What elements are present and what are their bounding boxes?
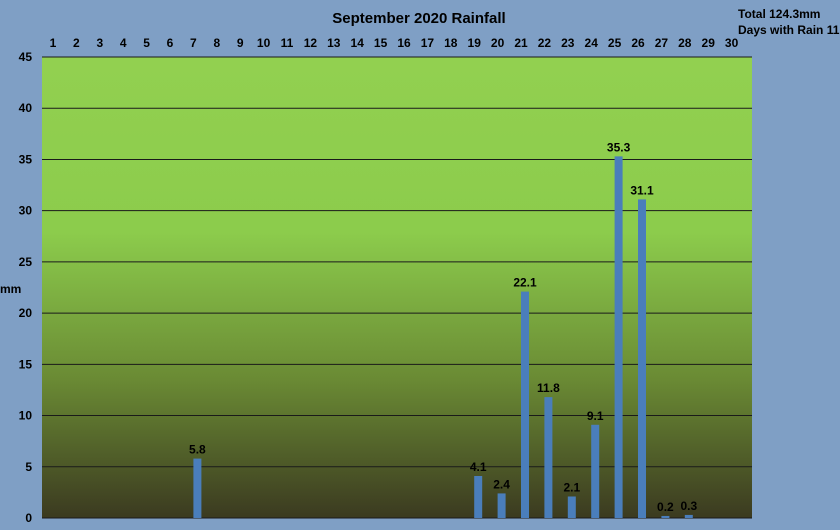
x-tick-label: 9 [237, 36, 244, 50]
x-tick-label: 7 [190, 36, 197, 50]
y-tick-label: 30 [19, 204, 33, 218]
y-axis-ticks: 0 5 10 15 20 25 30 35 40 45 [19, 50, 33, 525]
grid-lines [42, 56, 752, 519]
data-label: 0.3 [680, 499, 697, 513]
bar [544, 397, 553, 518]
data-label: 4.1 [470, 460, 487, 474]
x-tick-label: 30 [725, 36, 739, 50]
x-tick-label: 17 [421, 36, 435, 50]
bar [193, 458, 202, 518]
x-tick-label: 11 [281, 36, 294, 50]
x-tick-label: 26 [631, 36, 645, 50]
y-tick-label: 0 [25, 511, 32, 525]
x-tick-label: 10 [257, 36, 271, 50]
data-label: 0.2 [657, 500, 674, 514]
x-tick-label: 12 [304, 36, 318, 50]
bar [591, 424, 600, 518]
y-tick-label: 25 [19, 255, 33, 269]
bar [474, 475, 483, 518]
x-tick-label: 16 [397, 36, 411, 50]
x-tick-label: 18 [444, 36, 458, 50]
x-tick-label: 23 [561, 36, 575, 50]
total-rainfall-label: Total 124.3mm [738, 7, 820, 21]
x-tick-label: 1 [50, 36, 57, 50]
days-with-rain-label: Days with Rain 11 [738, 23, 840, 37]
data-label: 22.1 [513, 276, 537, 290]
x-tick-label: 15 [374, 36, 388, 50]
data-label: 35.3 [607, 140, 631, 154]
y-tick-label: 15 [19, 357, 33, 371]
bars [193, 156, 693, 519]
y-tick-label: 20 [19, 306, 33, 320]
x-tick-label: 22 [538, 36, 552, 50]
x-tick-label: 2 [73, 36, 80, 50]
x-tick-label: 3 [96, 36, 103, 50]
bar [661, 515, 670, 518]
x-tick-label: 27 [655, 36, 669, 50]
bar [567, 496, 576, 518]
x-tick-label: 19 [468, 36, 482, 50]
chart-title: September 2020 Rainfall [332, 10, 505, 27]
x-tick-label: 4 [120, 36, 127, 50]
data-labels: 5.8 4.1 2.4 22.1 11.8 2.1 9.1 35.3 31.1 0.2 0.3 [189, 140, 697, 514]
x-axis-ticks: 1 2 3 4 5 6 7 8 9 10 11 12 13 14 15 16 17 18 19 20 21 22 23 24 2… [50, 36, 739, 50]
x-tick-label: 14 [351, 36, 365, 50]
data-label: 11.8 [537, 381, 560, 395]
y-axis-label: mm [0, 282, 21, 296]
y-tick-label: 40 [19, 101, 33, 115]
data-label: 5.8 [189, 443, 206, 457]
y-tick-label: 5 [25, 460, 32, 474]
x-tick-label: 21 [514, 36, 528, 50]
bar [521, 291, 529, 518]
y-tick-label: 45 [19, 50, 33, 64]
plot-area [42, 57, 752, 518]
x-tick-label: 13 [327, 36, 341, 50]
bar [614, 156, 623, 519]
x-tick-label: 5 [143, 36, 150, 50]
x-tick-label: 28 [678, 36, 692, 50]
data-label: 2.1 [563, 480, 580, 494]
bar [684, 514, 693, 518]
x-tick-label: 25 [608, 36, 622, 50]
y-tick-label: 35 [19, 152, 33, 166]
x-tick-label: 29 [702, 36, 716, 50]
data-label: 2.4 [493, 477, 510, 491]
x-tick-label: 6 [167, 36, 174, 50]
data-label: 31.1 [630, 183, 654, 197]
data-label: 9.1 [587, 409, 604, 423]
x-tick-label: 24 [585, 36, 599, 50]
x-tick-label: 20 [491, 36, 505, 50]
y-tick-label: 10 [19, 409, 33, 423]
bar [638, 199, 646, 519]
bar [497, 493, 506, 518]
x-tick-label: 8 [213, 36, 220, 50]
